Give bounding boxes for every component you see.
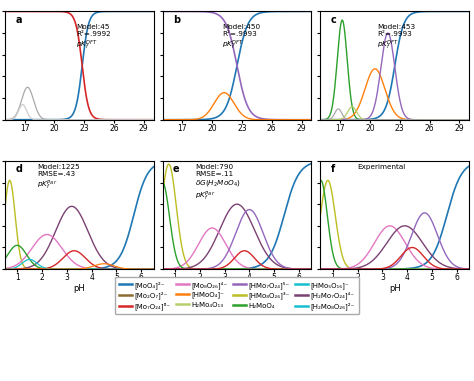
Text: f: f	[331, 164, 335, 174]
Text: a: a	[15, 15, 22, 25]
Text: Model:790
RMSE=.11
$\delta G(H_2MoO_4)$
$pK_f^{Par}$: Model:790 RMSE=.11 $\delta G(H_2MoO_4)$ …	[195, 164, 241, 203]
X-axis label: pH: pH	[231, 284, 243, 293]
Text: Experimental: Experimental	[357, 164, 406, 170]
Text: e: e	[173, 164, 180, 174]
Text: Model:1225
RMSE=.43
$pK_f^{Par}$: Model:1225 RMSE=.43 $pK_f^{Par}$	[37, 164, 80, 192]
Text: c: c	[331, 15, 337, 25]
Text: b: b	[173, 15, 180, 25]
X-axis label: pH: pH	[389, 284, 401, 293]
Text: d: d	[15, 164, 22, 174]
Text: Model:45
R²=.9992
$pK_f^{DFT}$: Model:45 R²=.9992 $pK_f^{DFT}$	[76, 24, 111, 53]
Text: Model:453
R²=.9993
$pK_f^{DFT}$: Model:453 R²=.9993 $pK_f^{DFT}$	[377, 24, 415, 53]
Text: Model:450
R²=.9993
$pK_f^{DFT}$: Model:450 R²=.9993 $pK_f^{DFT}$	[222, 24, 260, 53]
Legend: [MoO₄]²⁻, [Mo₂O₇]²⁻, [Mo₇O₂₄]⁶⁻, [Mo₈O₂₆]⁴⁻, [HMoO₄]⁻, H₂Mo₄O₁₃, [HMo₇O₂₄]⁵⁻, [H: [MoO₄]²⁻, [Mo₂O₇]²⁻, [Mo₇O₂₄]⁶⁻, [Mo₈O₂₆…	[115, 277, 359, 314]
X-axis label: pH: pH	[73, 284, 85, 293]
